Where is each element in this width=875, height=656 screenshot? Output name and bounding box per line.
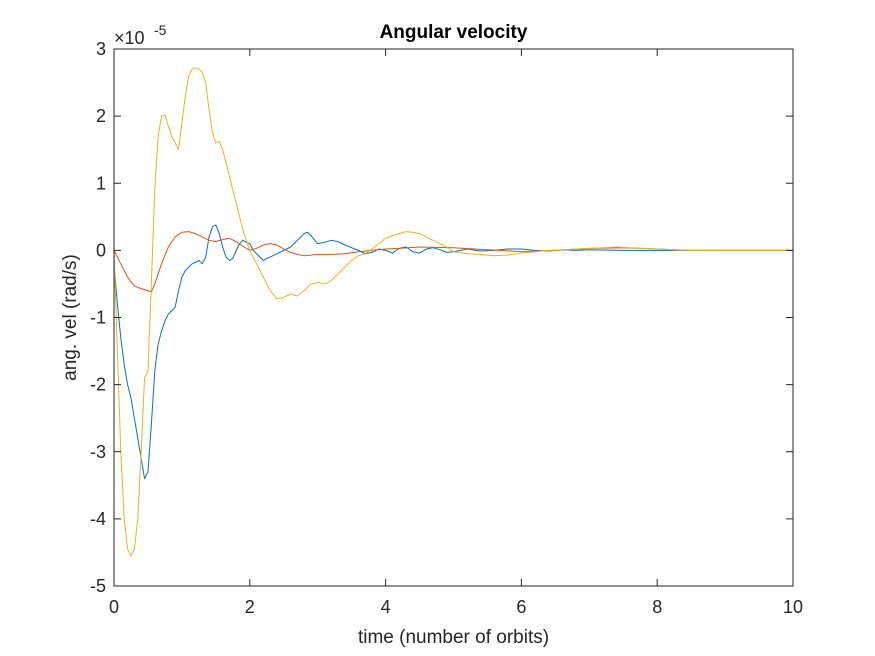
x-tick-label: 0 [109, 597, 119, 617]
series-line-1 [113, 224, 793, 480]
series-line-3 [113, 67, 793, 557]
axes-background [114, 49, 793, 586]
y-tick-label: -4 [90, 509, 106, 529]
y-axis-label: ang. vel (rad/s) [60, 254, 81, 381]
y-axis-exponent-power: -5 [154, 22, 167, 38]
series-line-2 [113, 231, 793, 293]
y-tick-label: 1 [96, 173, 106, 193]
x-tick-label: 8 [652, 597, 662, 617]
y-tick-label: -3 [90, 442, 106, 462]
x-tick-label: 6 [516, 597, 526, 617]
y-tick-label: 3 [96, 39, 106, 59]
x-tick-label: 2 [245, 597, 255, 617]
y-tick-label: -5 [90, 576, 106, 596]
tick-layer: 0 2 4 6 8 10 -5 -4 -3 -2 -1 0 1 2 3 [90, 39, 803, 617]
x-tick-label: 10 [783, 597, 803, 617]
y-tick-label: -2 [90, 375, 106, 395]
x-axis-label: time (number of orbits) [358, 627, 549, 648]
y-tick-label: -1 [90, 308, 106, 328]
y-tick-label: 2 [96, 106, 106, 126]
y-tick-label: 0 [96, 240, 106, 260]
chart-title: Angular velocity [380, 22, 528, 43]
x-tick-label: 4 [381, 597, 391, 617]
series-layer [113, 67, 793, 557]
y-axis-exponent-multiplier: ×10 [114, 28, 145, 48]
